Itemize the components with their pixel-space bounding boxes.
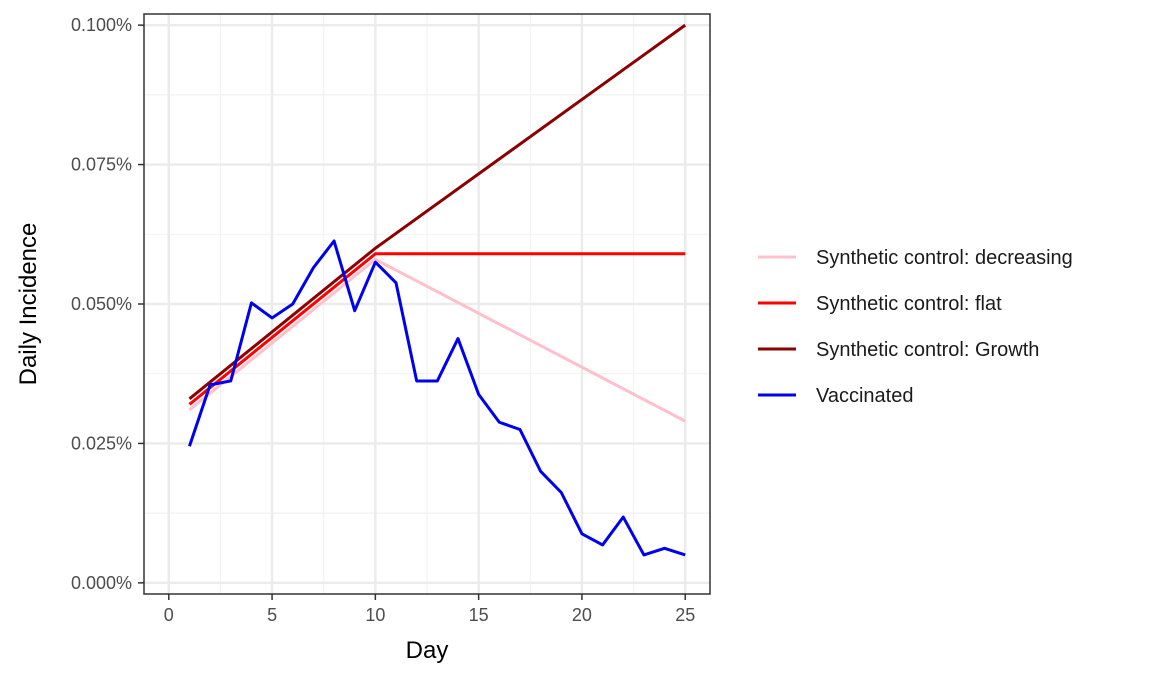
- series-line-3: [188, 239, 686, 557]
- x-axis-title: Day: [406, 637, 449, 664]
- y-tick-label: 0.100%: [71, 15, 132, 35]
- x-tick-label: 0: [164, 605, 174, 625]
- legend-label: Vaccinated: [816, 385, 913, 407]
- y-tick-label: 0.075%: [71, 155, 132, 175]
- y-axis: 0.000% 0.025% 0.050% 0.075% 0.100%: [71, 15, 144, 593]
- x-tick-label: 20: [572, 605, 592, 625]
- y-tick-label: 0.025%: [71, 433, 132, 453]
- legend-label: Synthetic control: flat: [816, 293, 1002, 315]
- series-line-2: [188, 23, 687, 400]
- y-axis-title: Daily Incidence: [15, 223, 42, 386]
- series-line-0: [188, 257, 686, 423]
- legend-label: Synthetic control: decreasing: [816, 247, 1073, 269]
- legend-label: Synthetic control: Growth: [816, 339, 1039, 361]
- x-tick-label: 25: [675, 605, 695, 625]
- x-tick-label: 10: [365, 605, 385, 625]
- y-tick-label: 0.000%: [71, 573, 132, 593]
- major-gridlines: [144, 14, 710, 594]
- y-tick-label: 0.050%: [71, 294, 132, 314]
- x-tick-label: 5: [267, 605, 277, 625]
- x-tick-label: 15: [469, 605, 489, 625]
- x-axis: 0 5 10 15 20 25: [164, 594, 695, 625]
- series-lines: [188, 23, 687, 557]
- series-line-1: [188, 252, 686, 406]
- legend: Synthetic control: decreasing Synthetic c…: [758, 247, 1073, 407]
